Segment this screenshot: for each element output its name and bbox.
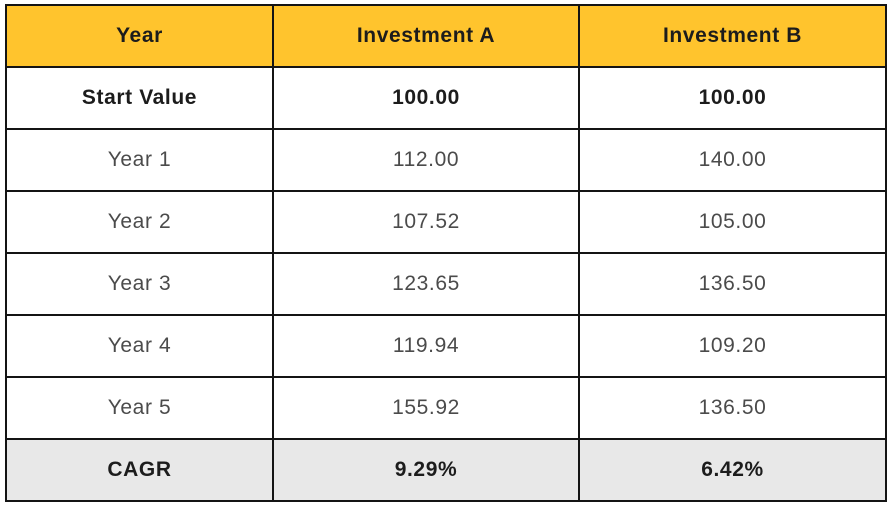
header-cell-investment-b: Investment B: [578, 4, 887, 68]
row-label: CAGR: [5, 438, 274, 502]
investment-a-value: 123.65: [272, 252, 580, 316]
investment-a-value: 119.94: [272, 314, 580, 378]
table-footer-row-cagr: CAGR 9.29% 6.42%: [5, 438, 887, 502]
table-row-year-4: Year 4 119.94 109.20: [5, 314, 887, 378]
investment-b-value: 100.00: [578, 66, 887, 130]
investment-a-value: 112.00: [272, 128, 580, 192]
header-cell-investment-a: Investment A: [272, 4, 580, 68]
table-row-year-5: Year 5 155.92 136.50: [5, 376, 887, 440]
investment-b-value: 136.50: [578, 376, 887, 440]
investment-comparison-table: Year Investment A Investment B Start Val…: [5, 4, 887, 502]
table-row-start-value: Start Value 100.00 100.00: [5, 66, 887, 130]
row-label: Year 1: [5, 128, 274, 192]
row-label: Year 3: [5, 252, 274, 316]
investment-b-value: 109.20: [578, 314, 887, 378]
row-label: Year 4: [5, 314, 274, 378]
investment-b-value: 105.00: [578, 190, 887, 254]
table-header-row: Year Investment A Investment B: [5, 4, 887, 68]
header-cell-year: Year: [5, 4, 274, 68]
row-label: Year 5: [5, 376, 274, 440]
row-label: Year 2: [5, 190, 274, 254]
row-label: Start Value: [5, 66, 274, 130]
table-row-year-1: Year 1 112.00 140.00: [5, 128, 887, 192]
investment-a-cagr: 9.29%: [272, 438, 580, 502]
investment-b-cagr: 6.42%: [578, 438, 887, 502]
investment-b-value: 140.00: [578, 128, 887, 192]
table-row-year-2: Year 2 107.52 105.00: [5, 190, 887, 254]
table-row-year-3: Year 3 123.65 136.50: [5, 252, 887, 316]
investment-a-value: 155.92: [272, 376, 580, 440]
investment-a-value: 107.52: [272, 190, 580, 254]
investment-a-value: 100.00: [272, 66, 580, 130]
investment-b-value: 136.50: [578, 252, 887, 316]
